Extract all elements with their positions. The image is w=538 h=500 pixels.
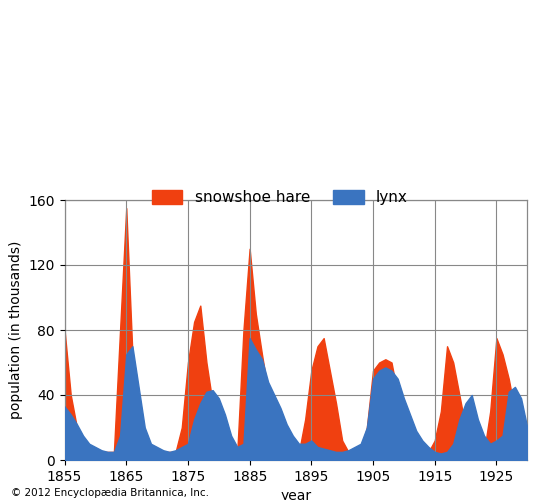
Y-axis label: population (in thousands): population (in thousands)	[9, 241, 23, 419]
Text: © 2012 Encyclopædia Britannica, Inc.: © 2012 Encyclopædia Britannica, Inc.	[11, 488, 209, 498]
Legend: snowshoe hare, lynx: snowshoe hare, lynx	[152, 190, 408, 205]
X-axis label: year: year	[280, 490, 312, 500]
